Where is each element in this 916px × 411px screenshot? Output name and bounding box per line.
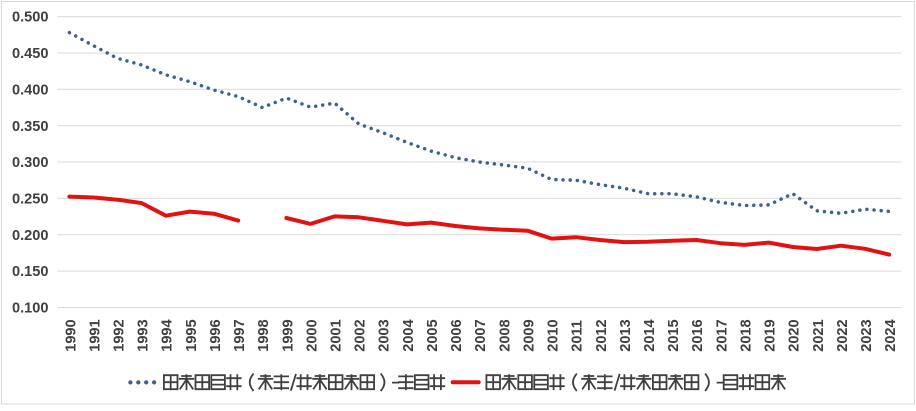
svg-text:2016: 2016: [690, 319, 706, 351]
svg-text:0.100: 0.100: [12, 301, 49, 317]
svg-text:2008: 2008: [497, 319, 513, 351]
svg-text:2024: 2024: [883, 318, 899, 351]
svg-text:2001: 2001: [329, 319, 345, 351]
svg-text:2004: 2004: [401, 318, 417, 351]
svg-text:0.400: 0.400: [12, 82, 49, 98]
svg-text:1999: 1999: [280, 319, 296, 351]
svg-text:2003: 2003: [377, 319, 393, 351]
svg-text:2018: 2018: [739, 319, 755, 351]
svg-text:2000: 2000: [304, 319, 320, 351]
svg-text:2009: 2009: [521, 319, 537, 351]
svg-text:1995: 1995: [184, 319, 200, 351]
svg-text:1992: 1992: [112, 319, 128, 351]
svg-text:2002: 2002: [353, 319, 369, 351]
svg-text:0.450: 0.450: [12, 46, 49, 62]
svg-text:2010: 2010: [546, 319, 562, 351]
svg-text:2011: 2011: [570, 320, 586, 352]
svg-text:2006: 2006: [449, 319, 465, 351]
svg-text:2017: 2017: [714, 319, 730, 351]
svg-text:1993: 1993: [136, 319, 152, 351]
svg-text:1990: 1990: [63, 319, 79, 351]
svg-text:1998: 1998: [256, 319, 272, 351]
svg-text:2015: 2015: [666, 319, 682, 351]
svg-text:2012: 2012: [594, 319, 610, 351]
svg-text:2005: 2005: [425, 319, 441, 351]
svg-text:2021: 2021: [811, 319, 827, 351]
svg-text:2020: 2020: [787, 319, 803, 351]
svg-text:2014: 2014: [642, 318, 658, 351]
svg-text:2022: 2022: [835, 319, 851, 351]
svg-text:0.200: 0.200: [12, 228, 49, 244]
svg-text:2019: 2019: [763, 319, 779, 351]
svg-text:2013: 2013: [618, 319, 634, 351]
svg-text:0.500: 0.500: [12, 10, 49, 26]
svg-text:0.300: 0.300: [12, 155, 49, 171]
svg-text:2023: 2023: [859, 319, 875, 351]
svg-text:0.250: 0.250: [12, 192, 49, 208]
svg-text:1994: 1994: [160, 318, 176, 351]
svg-text:1991: 1991: [87, 319, 103, 351]
svg-text:0.150: 0.150: [12, 264, 49, 280]
svg-text:2007: 2007: [473, 319, 489, 351]
svg-text:1997: 1997: [232, 319, 248, 351]
svg-text:1996: 1996: [208, 319, 224, 351]
svg-text:0.350: 0.350: [12, 119, 49, 135]
